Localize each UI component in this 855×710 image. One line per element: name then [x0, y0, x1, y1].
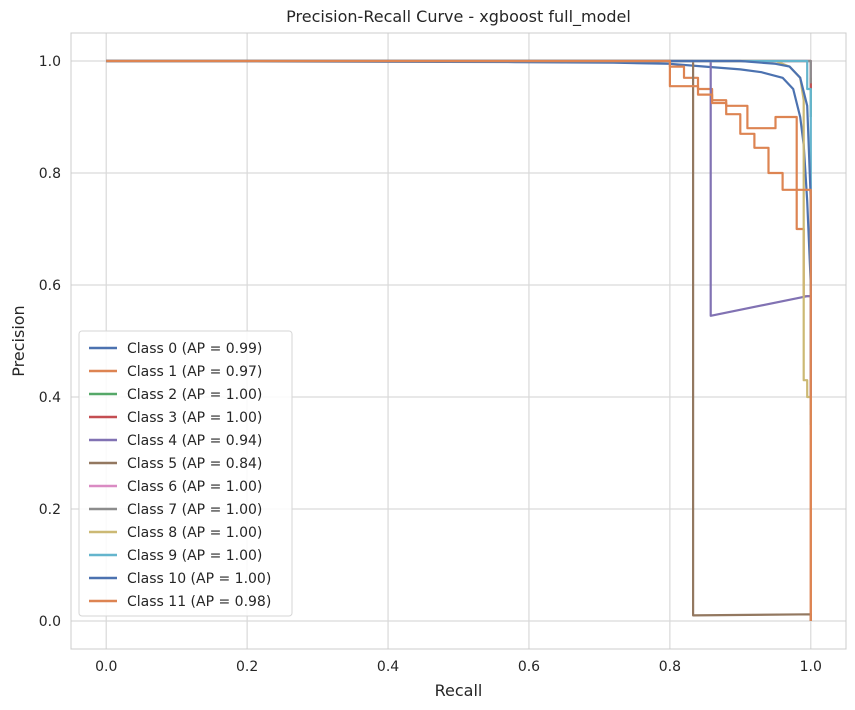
x-tick-label: 0.0: [95, 659, 117, 675]
legend-label: Class 4 (AP = 0.94): [127, 433, 262, 449]
legend-label: Class 6 (AP = 1.00): [127, 479, 262, 495]
y-axis-ticks: 0.0 0.2 0.4 0.6 0.8 1.0: [39, 54, 61, 630]
series-line-class-8: [106, 59, 812, 425]
x-tick-label: 0.8: [659, 659, 681, 675]
legend-box: [78, 330, 293, 617]
legend-label: Class 5 (AP = 0.84): [127, 456, 262, 472]
chart-title: Precision-Recall Curve - xgboost full_mo…: [286, 7, 631, 27]
legend: Class 0 (AP = 0.99) Class 1 (AP = 0.97) Cl…: [78, 330, 293, 617]
legend-label: Class 0 (AP = 0.99): [127, 341, 262, 357]
series-line-class-0: [106, 59, 812, 425]
legend-label: Class 1 (AP = 0.97): [127, 364, 262, 380]
y-axis-label: Precision: [9, 305, 28, 376]
x-axis-ticks: 0.0 0.2 0.4 0.6 0.8 1.0: [95, 659, 822, 675]
y-tick-label: 0.8: [39, 166, 61, 182]
series-line-class-11: [106, 59, 812, 621]
series-line-class-10: [106, 59, 812, 291]
legend-label: Class 3 (AP = 1.00): [127, 410, 262, 426]
y-tick-label: 0.6: [39, 278, 61, 294]
x-tick-label: 0.6: [518, 659, 540, 675]
legend-label: Class 2 (AP = 1.00): [127, 387, 262, 403]
x-axis-label: Recall: [435, 681, 483, 700]
y-tick-label: 0.2: [39, 502, 61, 518]
x-tick-label: 1.0: [800, 659, 822, 675]
legend-label: Class 9 (AP = 1.00): [127, 548, 262, 564]
series-lines: [106, 59, 812, 621]
legend-label: Class 7 (AP = 1.00): [127, 502, 262, 518]
legend-label: Class 10 (AP = 1.00): [127, 571, 271, 587]
legend-label: Class 11 (AP = 0.98): [127, 594, 271, 610]
y-tick-label: 0.4: [39, 390, 61, 406]
plot-area-frame: [70, 32, 847, 650]
x-tick-label: 0.4: [377, 659, 399, 675]
legend-label: Class 8 (AP = 1.00): [127, 525, 262, 541]
y-tick-label: 1.0: [39, 54, 61, 70]
y-tick-label: 0.0: [39, 614, 61, 630]
x-tick-label: 0.2: [236, 659, 258, 675]
